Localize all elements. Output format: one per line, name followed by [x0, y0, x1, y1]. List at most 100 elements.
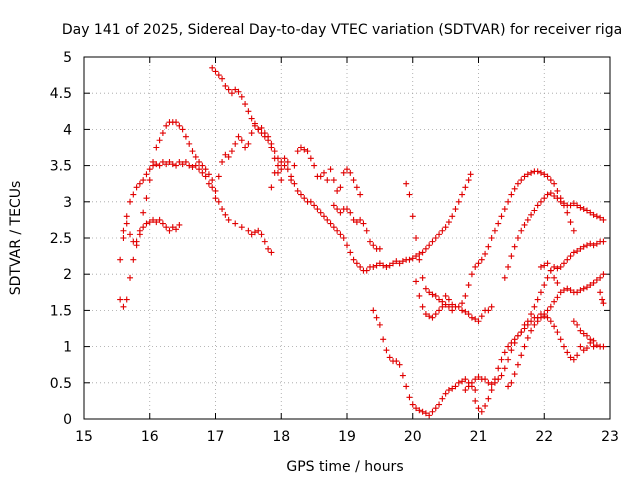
data-point — [215, 173, 222, 180]
y-tick-label: 4.5 — [50, 86, 72, 102]
data-point — [459, 307, 466, 314]
data-point — [501, 206, 508, 213]
data-point — [271, 148, 278, 155]
data-point — [340, 169, 347, 176]
data-point — [590, 242, 597, 249]
data-point — [196, 158, 203, 165]
data-point — [176, 158, 183, 165]
x-tick-label: 15 — [75, 429, 93, 445]
series-L — [462, 311, 581, 394]
series-F — [268, 144, 364, 198]
data-point — [577, 245, 584, 252]
data-point — [163, 161, 170, 168]
data-point — [478, 313, 485, 320]
data-point — [330, 224, 337, 231]
data-point — [554, 294, 561, 301]
data-point — [518, 177, 525, 184]
data-point — [268, 249, 275, 256]
data-point — [353, 260, 360, 267]
data-point — [521, 321, 528, 328]
data-point — [350, 216, 357, 223]
data-point — [531, 303, 538, 310]
data-point — [330, 202, 337, 209]
data-point — [514, 332, 521, 339]
data-point — [268, 184, 275, 191]
data-point — [475, 374, 482, 381]
data-point — [350, 177, 357, 184]
data-point — [350, 256, 357, 263]
data-point — [436, 307, 443, 314]
data-point — [340, 235, 347, 241]
data-point — [255, 126, 262, 133]
data-point — [551, 193, 558, 200]
data-point — [452, 206, 459, 213]
data-point — [485, 307, 492, 314]
data-point — [163, 224, 170, 231]
data-point — [580, 330, 587, 337]
data-point — [449, 385, 456, 392]
data-point — [215, 72, 222, 79]
data-point — [403, 383, 410, 390]
data-point — [376, 321, 383, 328]
data-point — [317, 209, 324, 216]
data-point — [508, 379, 515, 386]
data-point — [176, 122, 183, 129]
data-point — [186, 140, 193, 147]
series-E — [215, 122, 474, 274]
data-point — [547, 190, 554, 197]
data-point — [209, 64, 216, 71]
data-point — [590, 343, 597, 350]
data-point — [475, 260, 482, 267]
data-point — [301, 146, 308, 153]
data-point — [468, 271, 475, 278]
data-point — [449, 301, 456, 308]
data-point — [255, 227, 262, 234]
data-point — [528, 327, 535, 334]
data-point — [337, 209, 344, 216]
data-point — [413, 235, 420, 241]
data-point — [173, 119, 180, 126]
data-point — [146, 177, 153, 184]
data-point — [465, 311, 472, 318]
data-point — [505, 263, 512, 270]
data-point — [271, 169, 278, 176]
data-point — [281, 155, 288, 162]
data-point — [472, 387, 479, 394]
data-point — [439, 303, 446, 310]
data-point — [600, 271, 607, 278]
data-point — [186, 162, 193, 169]
y-tick-label: 5 — [63, 50, 72, 66]
data-point — [590, 337, 597, 344]
y-tick-label: 1 — [63, 340, 72, 356]
data-point — [432, 311, 439, 318]
data-point — [209, 184, 216, 191]
data-point — [360, 220, 367, 227]
data-point — [337, 184, 344, 191]
data-point — [541, 171, 548, 178]
data-point — [472, 397, 479, 404]
data-point — [383, 347, 390, 354]
data-point — [274, 162, 281, 169]
data-point — [393, 358, 400, 365]
data-point — [557, 336, 564, 343]
data-point — [544, 307, 551, 314]
data-point — [501, 274, 508, 281]
data-point — [311, 162, 318, 169]
data-point — [373, 262, 380, 269]
data-point — [505, 356, 512, 363]
data-point — [462, 308, 469, 315]
data-point — [416, 250, 423, 257]
data-point — [179, 126, 186, 133]
data-point — [495, 365, 502, 372]
y-axis-label: SDTVAR / TECUs — [8, 181, 24, 296]
data-point — [159, 158, 166, 165]
data-point — [219, 75, 226, 82]
data-point — [488, 303, 495, 310]
data-point — [547, 267, 554, 274]
data-point — [403, 180, 410, 187]
data-point — [544, 274, 551, 281]
data-point — [274, 155, 281, 162]
data-point — [245, 108, 252, 115]
data-point — [265, 133, 272, 140]
data-point — [557, 263, 564, 270]
